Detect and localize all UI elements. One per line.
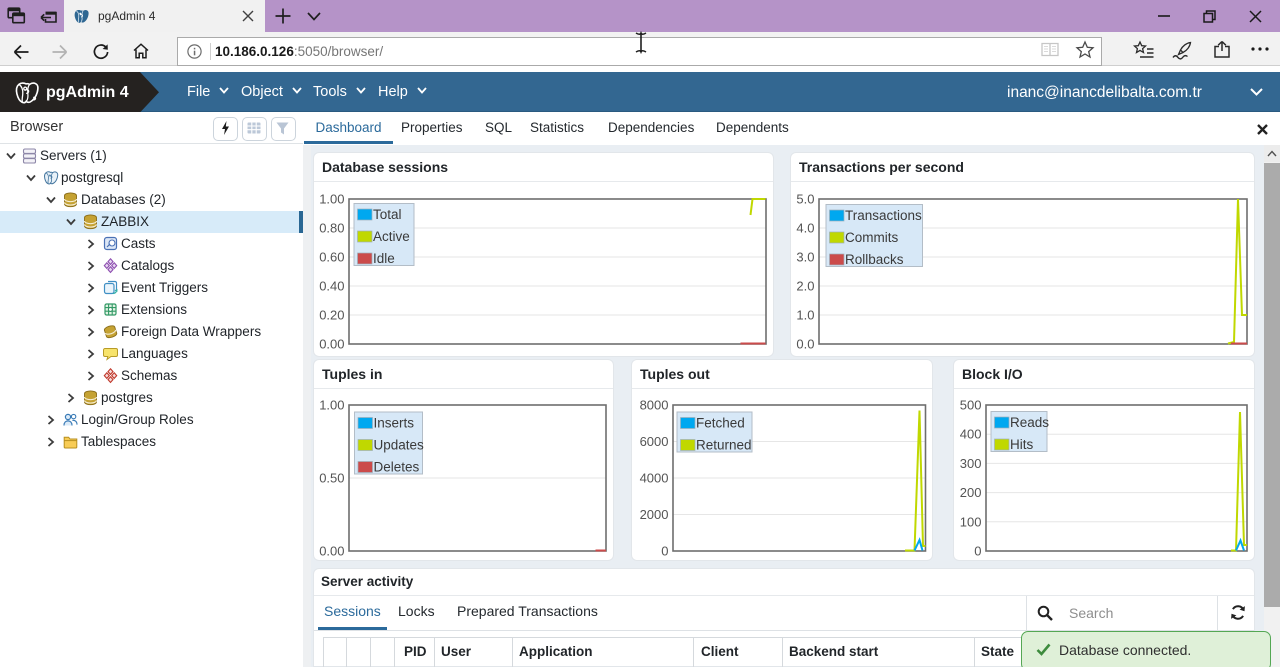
svg-text:2.0: 2.0 xyxy=(796,279,814,294)
svg-text:0.60: 0.60 xyxy=(319,250,344,265)
svg-text:300: 300 xyxy=(960,456,982,471)
svg-text:Updates: Updates xyxy=(374,438,425,453)
svg-text:Commits: Commits xyxy=(845,230,898,245)
svg-text:0.0: 0.0 xyxy=(796,337,814,352)
svg-text:400: 400 xyxy=(960,427,982,442)
svg-text:0: 0 xyxy=(661,544,668,559)
svg-text:6000: 6000 xyxy=(640,434,669,449)
svg-text:Deletes: Deletes xyxy=(374,460,420,475)
svg-text:Rollbacks: Rollbacks xyxy=(845,252,904,267)
svg-text:Returned: Returned xyxy=(696,438,752,453)
svg-text:3.0: 3.0 xyxy=(796,250,814,265)
svg-text:1.0: 1.0 xyxy=(796,308,814,323)
svg-text:0.00: 0.00 xyxy=(319,544,344,559)
svg-text:0: 0 xyxy=(974,544,981,559)
svg-text:4000: 4000 xyxy=(640,471,669,486)
svg-text:Inserts: Inserts xyxy=(374,416,415,431)
svg-text:Reads: Reads xyxy=(1010,415,1049,430)
svg-text:0.80: 0.80 xyxy=(319,221,344,236)
svg-text:200: 200 xyxy=(960,485,982,500)
svg-text:Transactions: Transactions xyxy=(845,208,922,223)
svg-text:0.50: 0.50 xyxy=(319,471,344,486)
svg-text:1.00: 1.00 xyxy=(319,398,344,413)
svg-text:8000: 8000 xyxy=(640,398,669,413)
svg-text:Active: Active xyxy=(373,229,410,244)
svg-text:0.40: 0.40 xyxy=(319,279,344,294)
svg-text:Total: Total xyxy=(373,207,402,222)
svg-text:500: 500 xyxy=(960,398,982,413)
svg-text:2000: 2000 xyxy=(640,507,669,522)
svg-text:100: 100 xyxy=(960,514,982,529)
svg-text:0.20: 0.20 xyxy=(319,308,344,323)
svg-text:Hits: Hits xyxy=(1010,437,1033,452)
svg-text:0.00: 0.00 xyxy=(319,337,344,352)
svg-text:Idle: Idle xyxy=(373,251,395,266)
svg-text:4.0: 4.0 xyxy=(796,221,814,236)
svg-text:Fetched: Fetched xyxy=(696,416,745,431)
svg-text:1.00: 1.00 xyxy=(319,192,344,207)
svg-text:5.0: 5.0 xyxy=(796,192,814,207)
